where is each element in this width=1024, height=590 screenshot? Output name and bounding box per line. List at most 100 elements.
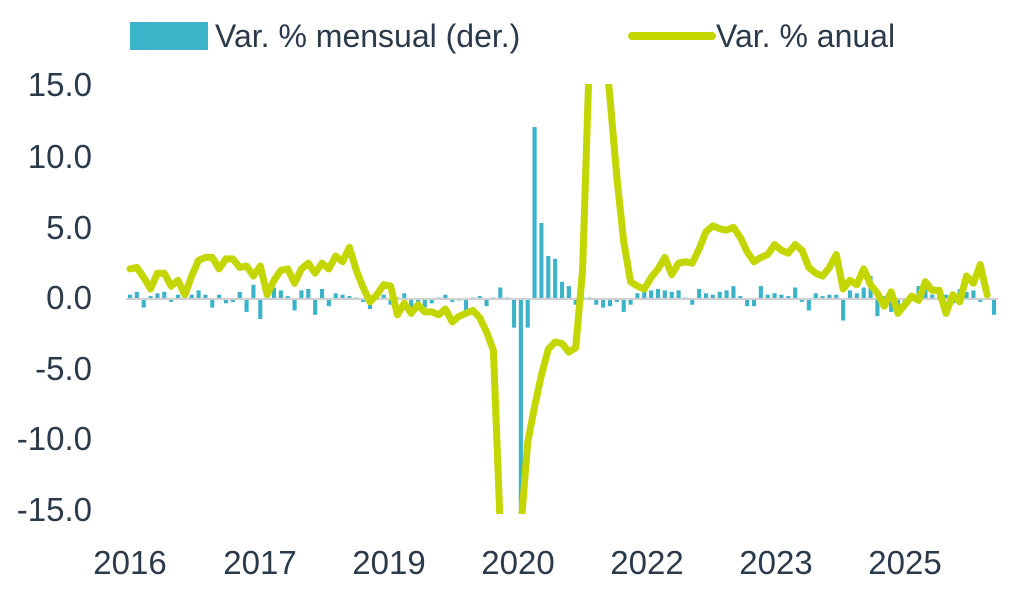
monthly-bar	[361, 299, 366, 302]
monthly-bar	[347, 296, 352, 299]
monthly-bar	[745, 299, 750, 307]
monthly-bar	[731, 286, 736, 299]
monthly-bar	[511, 299, 517, 328]
monthly-bar	[724, 290, 729, 299]
monthly-bar	[607, 299, 613, 307]
monthly-bar	[244, 299, 249, 312]
monthly-bar	[189, 294, 194, 299]
legend-bar-swatch	[130, 22, 208, 50]
monthly-bar	[875, 299, 880, 317]
monthly-bar	[477, 296, 482, 299]
monthly-bar	[827, 294, 832, 299]
monthly-bar	[841, 299, 846, 321]
monthly-bar	[333, 293, 338, 299]
y-tick-label: 5.0	[46, 209, 92, 246]
monthly-bar	[882, 296, 887, 299]
x-tick-label: 2016	[93, 544, 166, 581]
monthly-bar	[786, 296, 791, 299]
x-tick-label: 2023	[739, 544, 812, 581]
monthly-bar	[148, 296, 153, 299]
monthly-bar	[978, 299, 983, 302]
monthly-bar	[930, 294, 935, 299]
monthly-bar	[498, 287, 503, 299]
monthly-bar	[635, 293, 640, 299]
monthly-bar	[690, 299, 695, 305]
monthly-bar	[402, 293, 407, 299]
monthly-bar	[484, 299, 489, 307]
x-tick-label: 2017	[223, 544, 296, 581]
y-axis: 15.0 10.0 5.0 0.0 -5.0 -10.0 -15.0	[17, 66, 92, 528]
monthly-bar	[546, 256, 551, 299]
monthly-bar	[258, 299, 263, 320]
monthly-bar	[196, 290, 201, 299]
monthly-bar	[230, 299, 235, 302]
monthly-bar	[518, 299, 523, 514]
monthly-bar	[943, 294, 949, 299]
monthly-bar	[539, 223, 544, 299]
monthly-bar	[889, 299, 894, 312]
x-tick-label: 2020	[481, 544, 554, 581]
legend: Var. % mensual (der.) Var. % anual	[130, 18, 895, 54]
monthly-bar	[450, 299, 455, 302]
monthly-bar	[292, 299, 297, 311]
monthly-bar	[669, 291, 674, 299]
y-tick-label: -10.0	[17, 420, 92, 457]
monthly-bar	[923, 288, 928, 299]
monthly-bar	[820, 296, 825, 299]
monthly-bar	[443, 294, 448, 299]
monthly-bar	[601, 299, 606, 308]
monthly-bar	[210, 299, 215, 308]
monthly-bar	[223, 299, 229, 304]
monthly-bar	[559, 281, 565, 299]
legend-annual-label: Var. % anual	[716, 18, 895, 54]
monthly-bar	[697, 288, 702, 299]
monthly-bar	[662, 290, 667, 299]
monthly-bar	[127, 294, 133, 299]
monthly-bar	[861, 287, 866, 299]
y-tick-label: -15.0	[17, 491, 92, 528]
monthly-bar	[793, 287, 798, 299]
monthly-bar	[319, 288, 325, 299]
monthly-bar	[237, 291, 242, 299]
monthly-bar	[381, 294, 386, 299]
y-tick-label: 0.0	[46, 279, 92, 316]
monthly-bar	[779, 294, 784, 299]
annual-line	[126, 84, 991, 514]
monthly-bar	[422, 299, 427, 308]
monthly-bar	[340, 294, 345, 299]
monthly-bar	[306, 288, 311, 299]
monthly-bar	[278, 290, 283, 299]
monthly-bar	[772, 293, 777, 299]
monthly-bar	[710, 294, 715, 299]
monthly-bar	[203, 294, 208, 299]
monthly-bar	[388, 299, 393, 305]
monthly-bar	[532, 127, 537, 299]
monthly-bar	[271, 287, 277, 299]
monthly-bar	[463, 299, 469, 312]
monthly-bar	[628, 299, 633, 305]
monthly-bar	[738, 296, 743, 299]
monthly-bar	[409, 299, 414, 310]
x-tick-label: 2022	[610, 544, 683, 581]
monthly-bar	[854, 293, 859, 299]
monthly-bar	[429, 299, 434, 304]
monthly-bar	[553, 258, 558, 299]
monthly-bar	[217, 294, 222, 299]
monthly-bar	[155, 293, 160, 299]
plot-area	[126, 84, 998, 514]
legend-monthly-label: Var. % mensual (der.)	[215, 18, 520, 54]
monthly-bar	[251, 284, 256, 299]
monthly-bar	[751, 299, 757, 307]
monthly-bar	[834, 294, 839, 299]
monthly-bar	[655, 288, 661, 299]
monthly-bar	[299, 290, 304, 299]
monthly-bar	[799, 299, 805, 302]
monthly-bar	[649, 290, 654, 299]
monthly-bar	[573, 299, 578, 305]
monthly-bar	[813, 293, 818, 299]
monthly-bar	[758, 286, 763, 299]
monthly-bar	[765, 294, 770, 299]
monthly-bar	[703, 293, 709, 299]
monthly-bar	[566, 286, 571, 299]
